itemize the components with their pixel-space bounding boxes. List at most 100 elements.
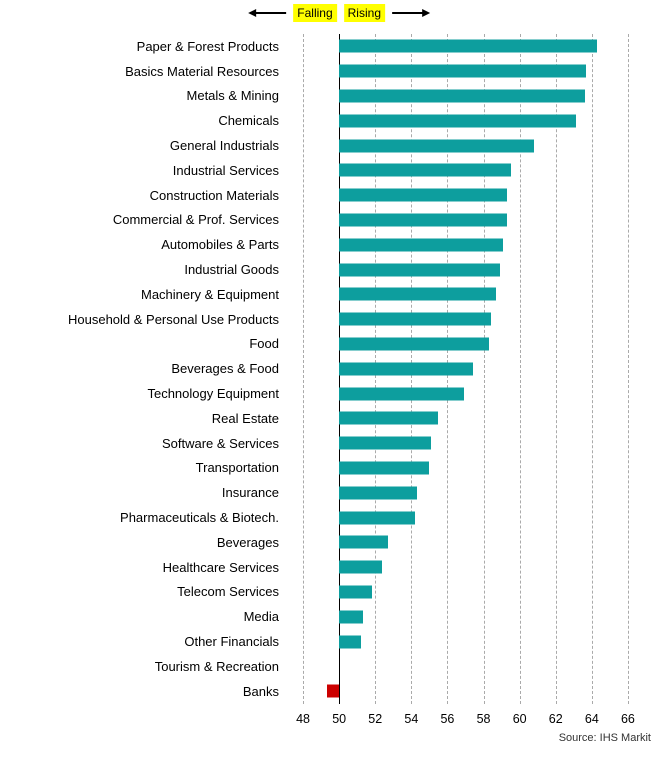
- category-label: Construction Materials: [149, 187, 279, 203]
- row-plot: [285, 530, 646, 555]
- row-plot: [285, 580, 646, 605]
- chart-row: Basics Material Resources: [0, 59, 661, 84]
- chart-row: Beverages & Food: [0, 356, 661, 381]
- gridline: [591, 34, 593, 704]
- category-label: Metals & Mining: [186, 88, 279, 104]
- chart-row: Insurance: [0, 480, 661, 505]
- row-plot: [285, 34, 646, 59]
- bar-rising: [339, 312, 491, 326]
- chart-row: Food: [0, 332, 661, 357]
- row-plot: [285, 431, 646, 456]
- bar-rising: [339, 511, 415, 525]
- category-label: Media: [243, 609, 279, 625]
- source-caption: Source: IHS Markit: [558, 732, 651, 744]
- bar-rising: [339, 585, 372, 599]
- category-label: Paper & Forest Products: [136, 38, 279, 54]
- x-axis-tick-label: 54: [404, 712, 419, 726]
- bar-rising: [339, 163, 511, 177]
- row-plot: [285, 282, 646, 307]
- row-plot: [285, 108, 646, 133]
- bar-rising: [339, 263, 500, 277]
- gridline: [303, 34, 305, 704]
- row-plot: [285, 158, 646, 183]
- x-axis-tick-label: 52: [368, 712, 383, 726]
- category-label: Automobiles & Parts: [161, 237, 279, 253]
- category-label: Healthcare Services: [162, 559, 279, 575]
- category-label: Industrial Goods: [184, 262, 279, 278]
- plot-area: Paper & Forest Products Basics Material R…: [0, 34, 661, 704]
- bar-rising: [339, 362, 473, 376]
- bar-rising: [339, 337, 489, 351]
- row-plot: [285, 307, 646, 332]
- chart-row: Other Financials: [0, 629, 661, 654]
- gridline: [519, 34, 521, 704]
- chart-row: General Industrials: [0, 133, 661, 158]
- chart-row: Household & Personal Use Products: [0, 307, 661, 332]
- row-plot: [285, 629, 646, 654]
- row-plot: [285, 208, 646, 233]
- x-axis-tick-label: 62: [548, 712, 563, 726]
- chart-row: Paper & Forest Products: [0, 34, 661, 59]
- gridline: [555, 34, 557, 704]
- row-plot: [285, 555, 646, 580]
- gridline: [627, 34, 629, 704]
- row-plot: [285, 59, 646, 84]
- row-plot: [285, 257, 646, 282]
- bar-rising: [339, 635, 361, 649]
- category-label: Software & Services: [161, 435, 279, 451]
- bar-rising: [339, 89, 585, 103]
- chart-row: Chemicals: [0, 108, 661, 133]
- category-label: Basics Material Resources: [125, 63, 279, 79]
- bar-rising: [339, 610, 363, 624]
- category-label: Machinery & Equipment: [140, 286, 279, 302]
- category-label: Tourism & Recreation: [154, 658, 279, 674]
- row-plot: [285, 232, 646, 257]
- category-label: Technology Equipment: [147, 386, 279, 402]
- category-label: Food: [249, 336, 279, 352]
- bar-rising: [339, 560, 383, 574]
- bar-rising: [339, 411, 439, 425]
- row-plot: [285, 505, 646, 530]
- bar-rising: [339, 139, 535, 153]
- bar-rising: [339, 387, 464, 401]
- x-axis-tick-label: 60: [512, 712, 527, 726]
- x-axis-tick-label: 56: [440, 712, 455, 726]
- x-axis-tick-label: 48: [296, 712, 310, 726]
- category-label: Chemicals: [218, 113, 279, 129]
- chart-row: Banks: [0, 679, 661, 704]
- bar-falling: [326, 684, 340, 698]
- category-label: Other Financials: [184, 634, 279, 650]
- chart-row: Tourism & Recreation: [0, 654, 661, 679]
- bar-rising: [339, 114, 576, 128]
- falling-arrow-icon: [248, 9, 287, 17]
- chart-row: Metals & Mining: [0, 84, 661, 109]
- chart-row: Automobiles & Parts: [0, 232, 661, 257]
- row-plot: [285, 133, 646, 158]
- chart-row: Industrial Goods: [0, 257, 661, 282]
- bar-rising: [339, 486, 417, 500]
- chart-row: Software & Services: [0, 431, 661, 456]
- row-plot: [285, 456, 646, 481]
- gridline: [483, 34, 485, 704]
- category-label: Telecom Services: [177, 584, 279, 600]
- row-plot: [285, 654, 646, 679]
- x-axis-tick-label: 66: [620, 712, 635, 726]
- bar-rising: [339, 461, 430, 475]
- row-plot: [285, 356, 646, 381]
- chart-row: Healthcare Services: [0, 555, 661, 580]
- rising-arrow-icon: [392, 9, 430, 17]
- chart-row: Media: [0, 604, 661, 629]
- category-label: Beverages: [216, 534, 279, 550]
- category-label: Banks: [242, 683, 279, 699]
- x-axis-tick-label: 50: [332, 712, 347, 726]
- category-label: Transportation: [195, 460, 279, 476]
- chart-row: Beverages: [0, 530, 661, 555]
- category-label: Pharmaceuticals & Biotech.: [120, 510, 279, 526]
- x-axis: 48 50 52 54 56 58 60 62 64 66: [285, 712, 646, 728]
- chart-row: Commercial & Prof. Services: [0, 208, 661, 233]
- bar-rising: [339, 287, 497, 301]
- bar-rising: [339, 188, 507, 202]
- chart-row: Technology Equipment: [0, 381, 661, 406]
- bar-rising: [339, 535, 388, 549]
- category-label: Real Estate: [211, 410, 279, 426]
